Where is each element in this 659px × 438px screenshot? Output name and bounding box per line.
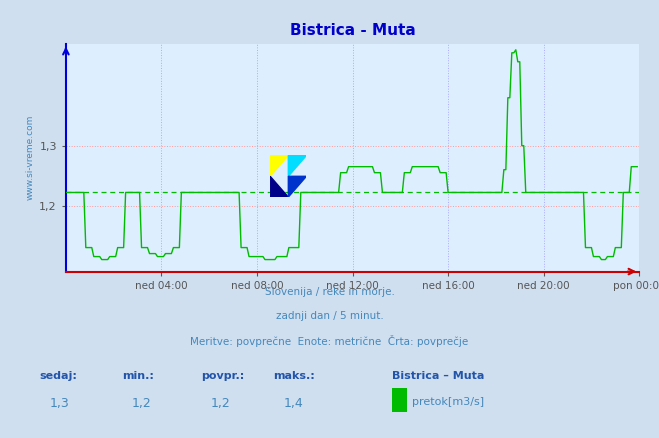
Text: Slovenija / reke in morje.: Slovenija / reke in morje. [264,287,395,297]
Title: Bistrica - Muta: Bistrica - Muta [290,24,415,39]
Text: pretok[m3/s]: pretok[m3/s] [412,397,484,407]
Text: min.:: min.: [122,371,154,381]
Text: povpr.:: povpr.: [201,371,244,381]
Text: 1,4: 1,4 [283,396,303,410]
Text: maks.:: maks.: [273,371,315,381]
Text: 1,3: 1,3 [49,396,69,410]
Text: Meritve: povprečne  Enote: metrične  Črta: povprečje: Meritve: povprečne Enote: metrične Črta:… [190,335,469,347]
Polygon shape [270,177,289,197]
Text: zadnji dan / 5 minut.: zadnji dan / 5 minut. [275,311,384,321]
Polygon shape [270,155,289,177]
Polygon shape [289,155,306,177]
Polygon shape [289,177,306,197]
Text: sedaj:: sedaj: [40,371,77,381]
Y-axis label: www.si-vreme.com: www.si-vreme.com [26,115,35,200]
Text: 1,2: 1,2 [211,396,231,410]
Text: Bistrica – Muta: Bistrica – Muta [392,371,484,381]
Text: 1,2: 1,2 [132,396,152,410]
